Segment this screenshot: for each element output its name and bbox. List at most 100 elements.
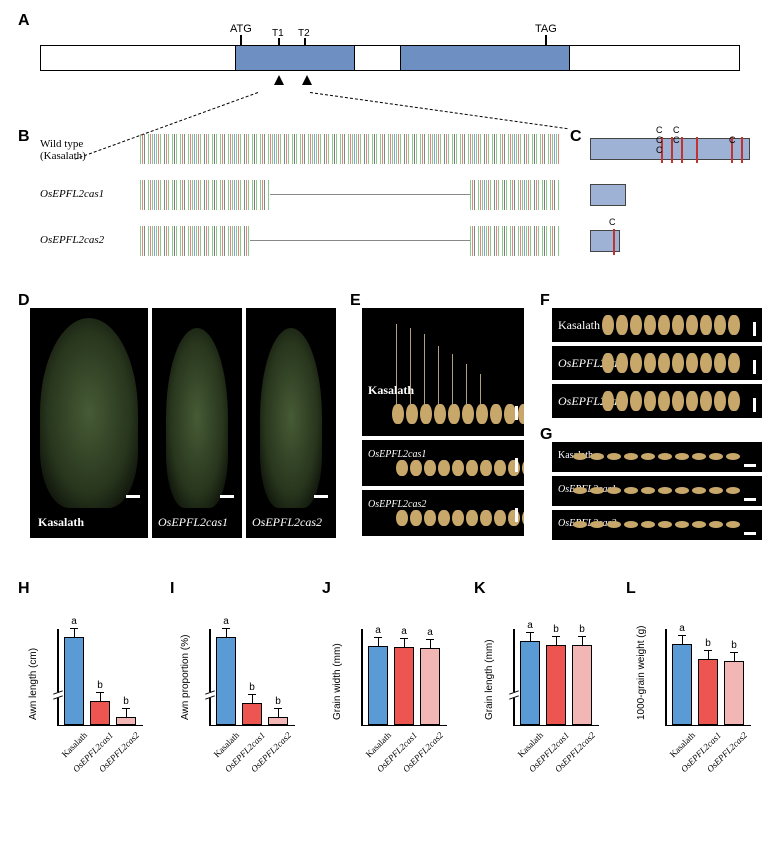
t1-tick <box>278 38 280 45</box>
awn <box>466 364 467 404</box>
c-mark <box>741 137 743 163</box>
gene-diagram: ATG TAG T1 T2 <box>40 25 740 95</box>
grain-row <box>392 404 524 424</box>
atg-tick <box>240 35 242 45</box>
photo-f-2: OsEPFL2cas1 <box>552 346 762 380</box>
sig-letter: a <box>368 625 388 636</box>
protein-cas1 <box>590 184 626 206</box>
row-label-cas2: OsEPFL2cas2 <box>40 234 104 246</box>
chart-j: Grain width (mm)aKasalathaOsEPFL2cas1aOs… <box>322 596 450 766</box>
photo-d-cas1: OsEPFL2cas1 <box>152 308 242 538</box>
sequence-block: Wild type (Kasalath) C C C C C C OsEPFL2… <box>40 130 740 270</box>
grain-row <box>602 353 740 373</box>
error-cap <box>274 708 282 709</box>
error-bar <box>530 633 531 641</box>
bar-kasalath <box>64 637 84 725</box>
error-bar <box>556 637 557 645</box>
error-bar <box>734 653 735 661</box>
error-cap <box>96 692 104 693</box>
error-bar <box>682 636 683 644</box>
photo-g-3: OsEPFL2cas2 <box>552 510 762 540</box>
sig-letter: a <box>672 623 692 634</box>
sig-letter: a <box>394 626 414 637</box>
panel-label-e: E <box>350 292 361 310</box>
label-f1: Kasalath <box>558 318 600 333</box>
axis-break <box>53 692 63 698</box>
bar-osepfl2cas1 <box>90 701 110 725</box>
photo-e-cas2: OsEPFL2cas2 <box>362 490 524 536</box>
trace-cas2-right <box>470 226 560 256</box>
sig-letter: a <box>216 616 236 627</box>
grain-row <box>602 315 740 335</box>
photo-d-cas2: OsEPFL2cas2 <box>246 308 336 538</box>
error-cap <box>400 638 408 639</box>
y-axis-label: Awn proportion (%) <box>180 635 191 720</box>
sig-letter: b <box>698 638 718 649</box>
exon-1 <box>235 45 355 71</box>
scale-bar <box>515 406 518 420</box>
error-cap <box>222 628 230 629</box>
awn <box>480 374 481 404</box>
error-bar <box>74 629 75 637</box>
row-label-wt1: Wild type <box>40 138 83 150</box>
panel-label-f: F <box>540 292 550 310</box>
error-cap <box>426 639 434 640</box>
error-bar <box>582 637 583 645</box>
gap-line-cas1 <box>270 194 470 195</box>
grain-row <box>573 521 740 528</box>
chart-h: Awn length (cm)aKasalathbOsEPFL2cas1bOsE… <box>18 596 146 766</box>
chart-k: Grain length (mm)aKasalathbOsEPFL2cas1bO… <box>474 596 602 766</box>
error-bar <box>226 629 227 637</box>
error-bar <box>100 693 101 701</box>
photo-f-3: OsEPFL2cas2 <box>552 384 762 418</box>
photo-e-cas1: OsEPFL2cas1 <box>362 440 524 486</box>
sig-letter: b <box>90 680 110 691</box>
y-axis-label: Awn length (cm) <box>28 648 39 720</box>
sig-letter: a <box>64 616 84 627</box>
exon-2 <box>400 45 570 71</box>
grain-row <box>396 460 524 476</box>
error-bar <box>708 651 709 659</box>
trace-wt <box>140 134 560 164</box>
error-cap <box>678 635 686 636</box>
c-mark <box>613 229 615 255</box>
y-axis <box>665 629 667 726</box>
photo-d-kasalath: Kasalath <box>30 308 148 538</box>
protein-cas2 <box>590 230 620 252</box>
row-label-wt2: (Kasalath) <box>40 150 86 162</box>
scale-bar <box>753 398 756 412</box>
scale-bar <box>515 508 518 522</box>
scale-bar <box>753 360 756 374</box>
target-arrow-2 <box>302 75 312 85</box>
t2-tick <box>304 38 306 45</box>
plant-icon <box>40 318 138 508</box>
awn <box>424 334 425 404</box>
label-d2: OsEPFL2cas1 <box>158 515 228 530</box>
y-axis <box>57 629 59 726</box>
bar-osepfl2cas1 <box>242 703 262 725</box>
scale-bar <box>744 498 756 501</box>
axis-break <box>509 692 519 698</box>
scale-bar <box>220 495 234 498</box>
sig-letter: b <box>572 624 592 635</box>
error-bar <box>430 640 431 648</box>
y-axis-label: Grain length (mm) <box>484 639 495 720</box>
plant-icon <box>166 328 228 508</box>
scale-bar <box>744 464 756 467</box>
plant-icon <box>260 328 322 508</box>
grain-row <box>573 487 740 494</box>
grain-row <box>396 510 524 526</box>
label-e3: OsEPFL2cas2 <box>368 499 426 510</box>
photo-f-1: Kasalath <box>552 308 762 342</box>
y-axis-label: Grain width (mm) <box>332 643 343 720</box>
sig-letter: b <box>242 682 262 693</box>
bar-osepfl2cas2 <box>420 648 440 725</box>
axis-break <box>205 692 215 698</box>
tag-label: TAG <box>535 23 557 35</box>
awn <box>452 354 453 404</box>
label-d3: OsEPFL2cas2 <box>252 515 322 530</box>
panel-label-b: B <box>18 128 30 146</box>
grain-row <box>573 453 740 460</box>
photo-e-kasalath: Kasalath <box>362 308 524 436</box>
grain-row <box>602 391 740 411</box>
